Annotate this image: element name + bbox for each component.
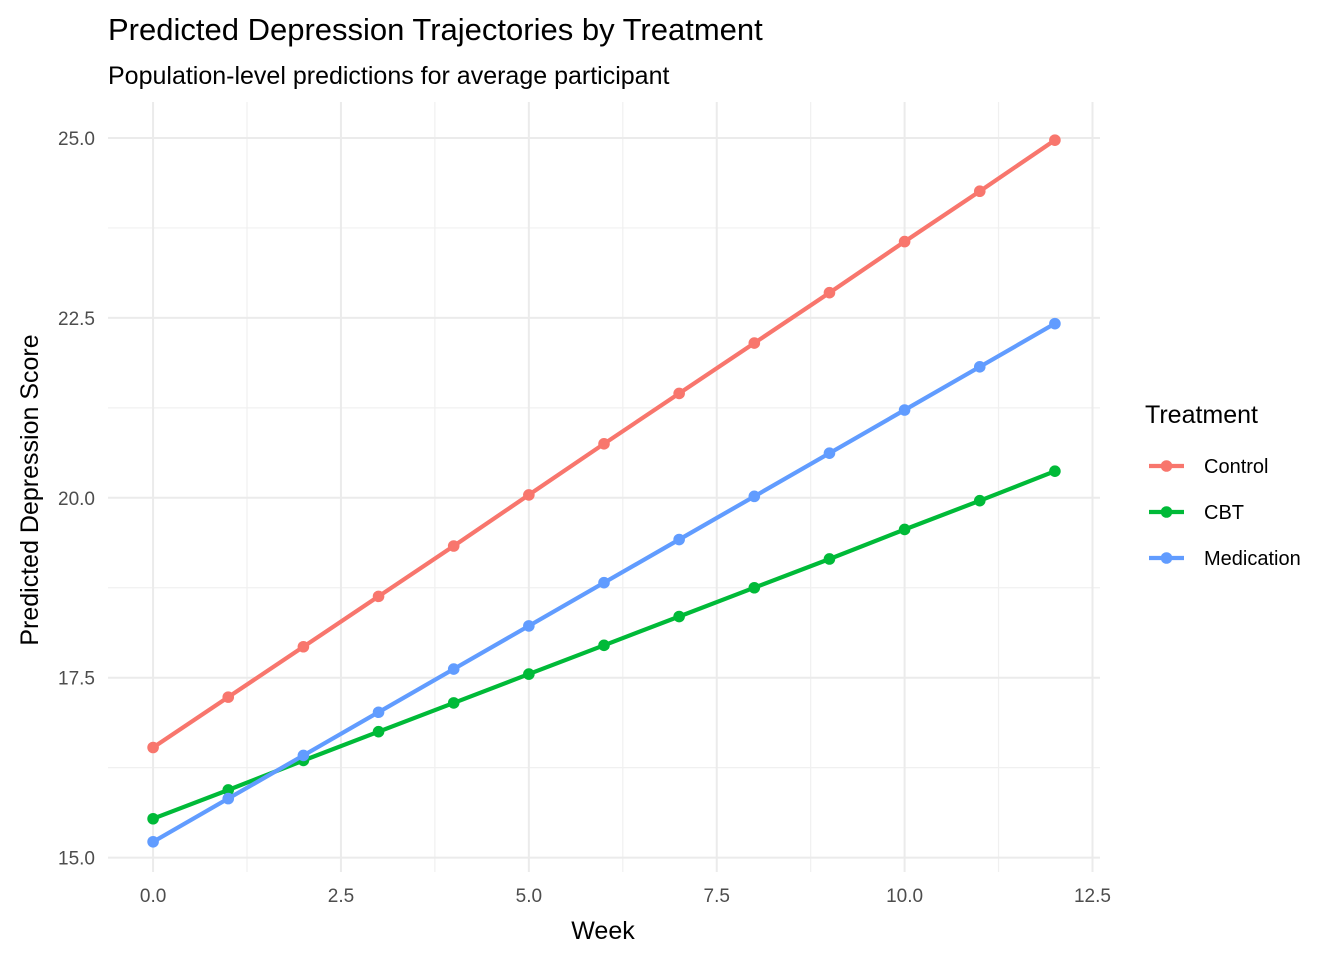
legend-item-control: Control bbox=[1149, 456, 1268, 478]
data-point bbox=[523, 668, 535, 680]
x-tick-label: 7.5 bbox=[704, 886, 730, 907]
plot-series bbox=[147, 134, 1061, 848]
legend-title: Treatment bbox=[1145, 401, 1258, 429]
legend: Treatment Control CBT Medication bbox=[1145, 401, 1301, 570]
legend-label: CBT bbox=[1204, 502, 1244, 524]
data-point bbox=[673, 610, 685, 623]
x-axis-ticks: 0.0 2.5 5.0 7.5 10.0 12.5 bbox=[140, 886, 1111, 907]
data-point bbox=[898, 523, 911, 536]
data-point bbox=[973, 494, 986, 507]
data-point bbox=[898, 235, 911, 248]
data-point bbox=[598, 576, 610, 589]
data-point bbox=[1049, 317, 1061, 330]
data-point bbox=[523, 489, 535, 501]
data-point bbox=[297, 749, 310, 762]
y-axis-title: Predicted Depression Score bbox=[16, 334, 44, 645]
grid bbox=[108, 102, 1100, 872]
data-point bbox=[523, 620, 535, 632]
legend-item-medication: Medication bbox=[1149, 548, 1301, 570]
data-point bbox=[898, 404, 911, 416]
series-cbt bbox=[147, 465, 1061, 825]
series-control bbox=[147, 134, 1061, 754]
y-tick-label: 25.0 bbox=[58, 129, 95, 150]
data-point bbox=[222, 784, 235, 796]
data-point bbox=[372, 706, 385, 719]
data-point bbox=[372, 590, 385, 603]
y-tick-label: 20.0 bbox=[58, 489, 95, 510]
data-point bbox=[447, 697, 460, 709]
legend-key-point bbox=[1160, 506, 1173, 518]
legend-key-point bbox=[1160, 552, 1173, 564]
data-point bbox=[147, 812, 159, 825]
data-point bbox=[447, 663, 460, 675]
data-point bbox=[598, 639, 610, 652]
data-point bbox=[823, 286, 836, 299]
data-point bbox=[372, 725, 385, 738]
data-point bbox=[748, 490, 761, 503]
data-point bbox=[673, 533, 685, 546]
x-tick-label: 12.5 bbox=[1074, 886, 1111, 907]
data-point bbox=[673, 387, 685, 400]
data-point bbox=[147, 741, 159, 754]
chart-title: Predicted Depression Trajectories by Tre… bbox=[108, 12, 763, 47]
legend-items: Control CBT Medication bbox=[1149, 456, 1301, 570]
x-tick-label: 5.0 bbox=[516, 886, 542, 907]
data-point bbox=[1049, 465, 1061, 477]
chart-subtitle: Population-level predictions for average… bbox=[108, 62, 669, 90]
data-point bbox=[973, 185, 986, 198]
data-point bbox=[1049, 134, 1061, 146]
legend-label: Medication bbox=[1204, 548, 1301, 570]
data-point bbox=[973, 361, 986, 373]
y-axis-ticks: 15.0 17.5 20.0 22.5 25.0 bbox=[58, 129, 95, 870]
x-axis-title: Week bbox=[571, 917, 635, 945]
data-point bbox=[823, 553, 836, 565]
x-tick-label: 0.0 bbox=[140, 886, 166, 907]
x-tick-label: 10.0 bbox=[886, 886, 923, 907]
data-point bbox=[748, 337, 761, 349]
legend-label: Control bbox=[1204, 456, 1268, 478]
legend-key-point bbox=[1160, 460, 1173, 472]
data-point bbox=[222, 792, 235, 805]
y-tick-label: 22.5 bbox=[58, 309, 95, 330]
data-point bbox=[447, 540, 460, 552]
data-point bbox=[598, 438, 610, 450]
data-point bbox=[748, 581, 761, 594]
legend-item-cbt: CBT bbox=[1149, 502, 1244, 524]
data-point bbox=[222, 691, 235, 703]
data-point bbox=[297, 640, 310, 653]
y-tick-label: 15.0 bbox=[58, 849, 95, 870]
x-tick-label: 2.5 bbox=[328, 886, 354, 907]
y-tick-label: 17.5 bbox=[58, 669, 95, 690]
data-point bbox=[823, 447, 836, 459]
data-point bbox=[147, 835, 159, 848]
series-medication bbox=[147, 317, 1061, 848]
